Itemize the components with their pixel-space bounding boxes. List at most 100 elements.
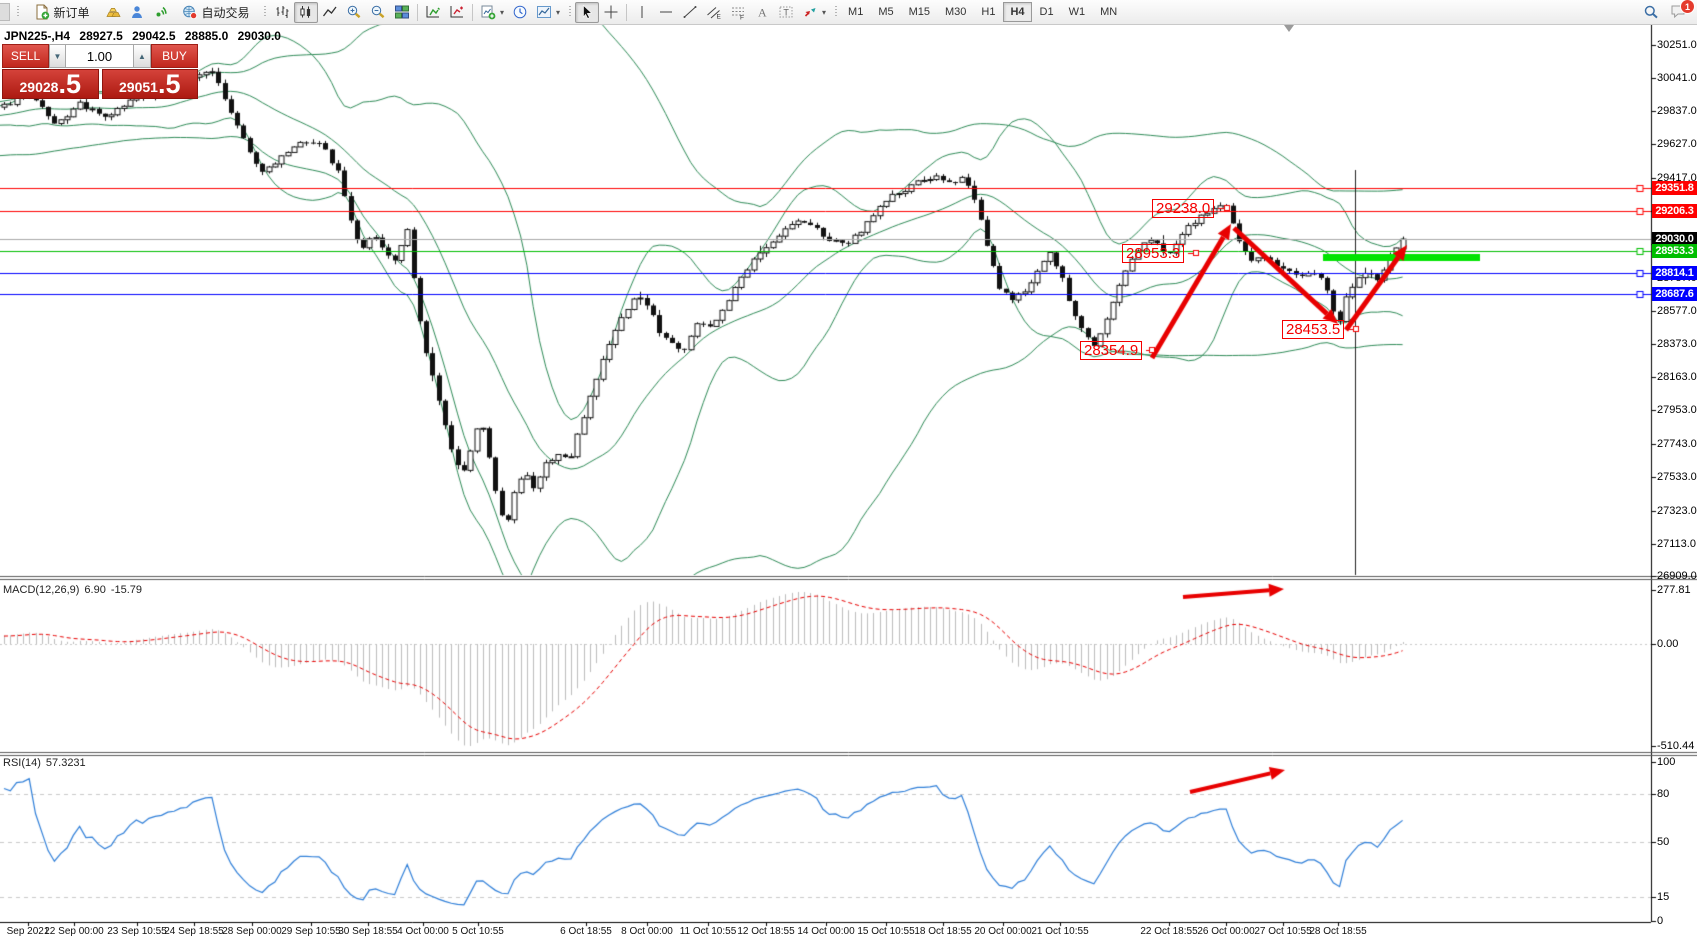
timeframe-button-M5[interactable]: M5 (871, 2, 900, 22)
timeframe-button-D1[interactable]: D1 (1033, 2, 1061, 22)
notifications-button[interactable]: 1 (1669, 0, 1695, 21)
timeframe-button-MN[interactable]: MN (1093, 2, 1124, 22)
time-axis-label[interactable]: 24 Sep 18:55 (164, 926, 224, 937)
time-axis-label[interactable]: 30 Sep 18:55 (338, 926, 398, 937)
sell-price-display[interactable]: 29028.5 (2, 69, 99, 99)
line-chart-button[interactable] (318, 2, 342, 23)
buy-button[interactable]: BUY (151, 44, 198, 68)
vertical-line-button[interactable] (630, 2, 654, 23)
timeframe-button-M15[interactable]: M15 (902, 2, 937, 22)
time-axis-label[interactable]: 4 Oct 00:00 (397, 926, 449, 937)
new-order-button[interactable]: 新订单 (23, 2, 101, 23)
annotation-price-tag[interactable]: 28354.9 (1080, 341, 1143, 360)
time-axis-label[interactable]: 14 Oct 00:00 (797, 926, 855, 937)
svg-text:A: A (758, 6, 767, 20)
macd-axis-label: 0.00 (1657, 638, 1679, 650)
indicator-template-button[interactable] (445, 2, 469, 23)
text-label-button[interactable]: T (774, 2, 798, 23)
time-axis-label[interactable]: 26 Oct 00:00 (1197, 926, 1255, 937)
annotation-price-tag[interactable]: 28953.3 (1122, 244, 1185, 263)
profile-user-button[interactable] (125, 2, 149, 23)
timeframe-button-M1[interactable]: M1 (841, 2, 870, 22)
time-axis-label[interactable]: 28 Sep 00:00 (222, 926, 282, 937)
time-axis-label[interactable]: 22 Sep 00:00 (44, 926, 104, 937)
cursor-button[interactable] (575, 1, 600, 23)
new-chart-button[interactable]: ▾ (476, 2, 508, 23)
volume-down-button[interactable]: ▼ (49, 44, 66, 68)
time-axis-label[interactable]: 23 Sep 10:55 (107, 926, 167, 937)
price-axis-tick: 30251.0 (1657, 38, 1697, 51)
ohlc-close: 29030.0 (237, 29, 281, 43)
timeframe-button-H1[interactable]: H1 (974, 2, 1002, 22)
clock-button[interactable] (508, 2, 532, 23)
candlestick-chart-button[interactable] (294, 1, 318, 23)
zoom-in-button[interactable] (342, 2, 366, 23)
timeframe-button-M30[interactable]: M30 (938, 2, 973, 22)
annotation-price-tag[interactable]: 29238.0 (1152, 199, 1215, 218)
arrows-icon (804, 8, 816, 17)
sell-price-int: 29028 (19, 79, 59, 95)
fibonacci-button[interactable]: F (726, 2, 750, 23)
price-axis-tick: 27113.0 (1657, 537, 1696, 550)
toolbar-separator (626, 3, 628, 21)
text-button[interactable]: A (750, 2, 774, 23)
time-axis-label[interactable]: 5 Oct 10:55 (452, 926, 504, 937)
ohlc-high: 29042.5 (132, 29, 176, 43)
gold-market-button[interactable] (101, 2, 125, 23)
sell-button[interactable]: SELL (2, 44, 49, 68)
time-axis-label[interactable]: 18 Oct 18:55 (914, 926, 972, 937)
main-toolbar: 新订单 自动交易 (0, 0, 1697, 25)
time-axis-label[interactable]: 8 Oct 00:00 (621, 926, 673, 937)
timeframe-button-H4[interactable]: H4 (1003, 2, 1032, 22)
trendline-button[interactable] (678, 2, 702, 23)
search-button[interactable] (1639, 2, 1663, 23)
macd-axis-label: -510.44 (1657, 740, 1695, 752)
time-axis-label[interactable]: 15 Oct 10:55 (857, 926, 915, 937)
signals-button[interactable] (149, 2, 173, 23)
price-line-label: 28687.6 (1652, 286, 1697, 301)
volume-input[interactable]: 1.00 (66, 44, 134, 68)
time-axis-label[interactable]: 6 Oct 18:55 (560, 926, 612, 937)
time-axis-label[interactable]: 11 Oct 10:55 (679, 926, 737, 937)
text-a-icon: A (758, 6, 767, 20)
auto-trading-button[interactable]: 自动交易 (173, 2, 259, 23)
time-axis-label[interactable]: Sep 2021 (6, 926, 50, 937)
price-line-label: 29030.0 (1652, 232, 1697, 247)
buy-price-display[interactable]: 29051.5 (101, 69, 198, 99)
time-axis-label[interactable]: 20 Oct 00:00 (974, 926, 1032, 937)
ohlc-open: 28927.5 (79, 29, 123, 43)
chart-profile-icon (537, 6, 552, 18)
time-axis-label[interactable]: 29 Sep 10:55 (281, 926, 341, 937)
price-line-label: 29206.3 (1652, 204, 1697, 219)
horizontal-line-button[interactable] (654, 2, 678, 23)
price-line-label: 28953.3 (1652, 244, 1697, 259)
time-axis-label[interactable]: 12 Oct 18:55 (737, 926, 795, 937)
time-axis-label[interactable]: 28 Oct 18:55 (1309, 926, 1367, 937)
equidistant-channel-button[interactable]: E (702, 2, 726, 23)
zoom-out-button[interactable] (366, 2, 390, 23)
fibonacci-icon: F (732, 7, 745, 20)
volume-up-button[interactable]: ▲ (134, 44, 151, 68)
horizontal-line-icon (660, 11, 673, 13)
clock-icon (513, 5, 527, 19)
timeframe-button-W1[interactable]: W1 (1062, 2, 1093, 22)
time-axis-label[interactable]: 27 Oct 10:55 (1254, 926, 1312, 937)
bar-chart-button[interactable] (270, 2, 294, 23)
tile-windows-button[interactable] (390, 2, 414, 23)
crosshair-button[interactable] (599, 2, 623, 23)
auto-trading-label: 自动交易 (201, 5, 250, 20)
dropdown-caret: ▾ (822, 7, 827, 17)
channel-icon: E (707, 7, 722, 20)
indicators-window-button[interactable] (421, 2, 445, 23)
time-axis-label[interactable]: 22 Oct 18:55 (1140, 926, 1198, 937)
chart-profile-button[interactable]: ▾ (532, 2, 564, 23)
price-axis-tick: 26909.0 (1657, 570, 1697, 583)
tile-windows-icon (395, 5, 409, 19)
arrow-tools-button[interactable]: ▾ (798, 2, 830, 23)
signal-icon (156, 6, 167, 17)
new-order-label: 新订单 (53, 5, 90, 20)
time-axis-label[interactable]: 21 Oct 10:55 (1031, 926, 1089, 937)
rsi-name: RSI(14) (3, 757, 41, 769)
annotation-price-tag[interactable]: 28453.5 (1282, 320, 1345, 339)
